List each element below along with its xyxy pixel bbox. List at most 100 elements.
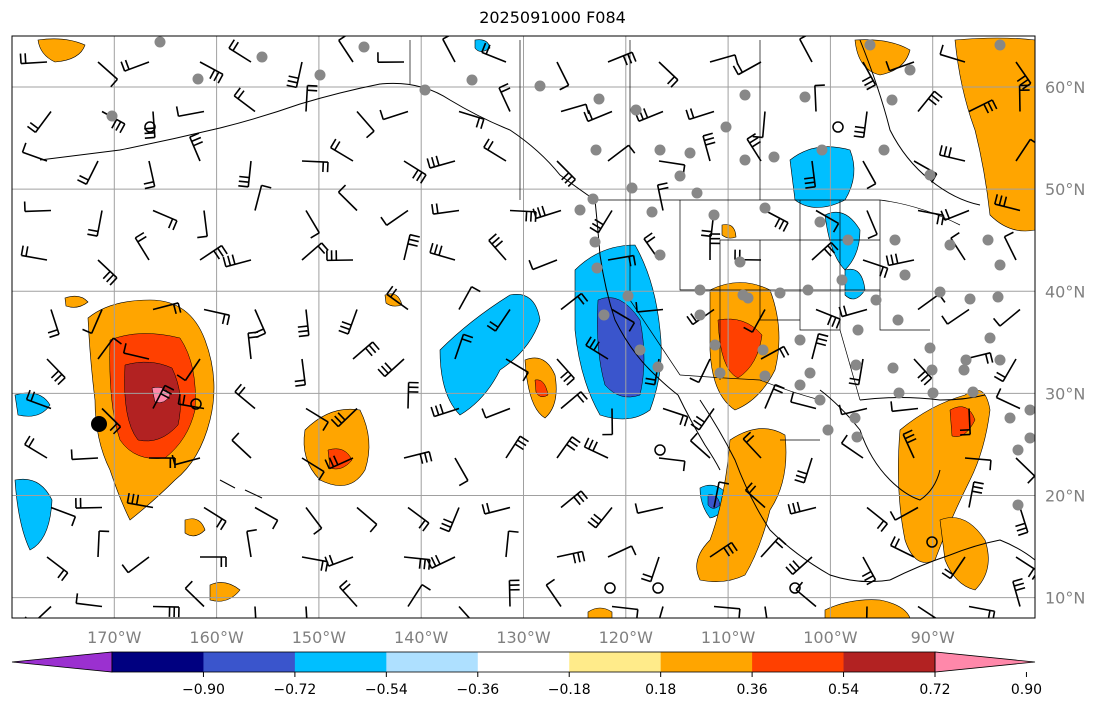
wind-barb: [764, 383, 785, 409]
station-dot: [794, 334, 806, 346]
wind-barb: [143, 160, 156, 190]
station-dot: [590, 144, 602, 156]
lon-tick-label: 150°W: [292, 628, 347, 647]
wind-barb: [488, 233, 507, 261]
station-dot: [984, 332, 996, 344]
wind-barb: [126, 492, 154, 509]
station-dot: [774, 287, 786, 299]
wind-barb: [940, 208, 970, 221]
contour-orange-hawaii: [303, 408, 370, 486]
colorbar-segment: [112, 652, 204, 672]
contour-orange-gulf: [898, 389, 991, 563]
wind-barb: [995, 388, 1021, 410]
station-dot: [926, 364, 938, 376]
coastline-hawaii-1: [219, 479, 236, 489]
wind-barb: [607, 51, 637, 66]
wind-barb: [658, 606, 664, 618]
station-dot: [849, 412, 861, 424]
wind-barb: [583, 110, 613, 123]
wind-barb: [337, 184, 358, 212]
station-dot: [1012, 444, 1024, 456]
wind-barb: [602, 408, 614, 436]
calm-markers: [144, 121, 938, 594]
station-dot: [958, 364, 970, 376]
wind-barb: [338, 36, 354, 63]
map-panel[interactable]: [11, 34, 1039, 633]
colorbar-tick-label: 0.54: [828, 682, 859, 698]
wind-barb: [442, 36, 456, 63]
wind-barb: [689, 358, 711, 384]
station-dot: [739, 89, 751, 101]
wind-barb: [917, 90, 943, 113]
latitude-ticks: 60°N 50°N 40°N 30°N 20°N 10°N: [1045, 78, 1085, 608]
wind-barb: [454, 333, 474, 360]
lat-tick-label: 10°N: [1045, 589, 1085, 608]
wind-barb: [560, 292, 589, 311]
station-dot: [314, 69, 326, 81]
wind-barb: [760, 345, 790, 360]
station-dot: [634, 344, 646, 356]
lon-tick-label: 170°W: [87, 628, 142, 647]
coastline-gulf: [819, 389, 941, 501]
wind-barb: [175, 106, 205, 118]
wind-barb: [732, 61, 762, 76]
wind-barb: [785, 556, 813, 575]
wind-barb: [356, 506, 378, 533]
colorbar-extend-high: [934, 651, 1036, 673]
wind-barb: [853, 111, 868, 139]
border-state-5: [799, 200, 861, 401]
station-dot: [684, 147, 696, 159]
wind-barb: [377, 358, 405, 378]
colorbar-tick-label: 0.36: [737, 682, 768, 698]
wind-barb: [246, 528, 257, 558]
contour-lightblue-north-1: [474, 39, 491, 52]
wind-barb: [587, 507, 613, 529]
wind-barb: [152, 605, 180, 618]
contour-orange-mexico: [696, 428, 787, 582]
station-dot: [630, 104, 642, 116]
colorbar: −0.90 −0.72 −0.54 −0.36 −0.18 0.18 0.36 0.54 0.7…: [11, 651, 1042, 698]
wind-barb: [87, 210, 103, 237]
wind-barb: [386, 285, 409, 311]
wind-barb: [583, 437, 609, 459]
wind-barb: [481, 407, 511, 419]
wind-barb: [222, 254, 252, 268]
station-dot: [626, 182, 638, 194]
wind-barb: [787, 501, 817, 515]
contour-lightblue-plains-mid: [824, 211, 861, 271]
wind-barb: [690, 408, 715, 431]
station-dot: [574, 204, 586, 216]
wind-barb: [176, 358, 201, 382]
station-dot: [1012, 499, 1024, 511]
wind-barb: [861, 556, 877, 586]
contour-orange-east-canada: [954, 37, 1035, 232]
wind-barb: [764, 606, 768, 618]
wind-barb: [885, 61, 915, 72]
wind-barb: [964, 457, 992, 471]
wind-barb: [426, 155, 456, 169]
wind-barb: [917, 605, 937, 618]
station-dot: [709, 339, 721, 351]
contour-lightblue-west-edge: [14, 478, 53, 551]
wind-barb: [50, 506, 77, 527]
wind-barb: [305, 84, 318, 112]
wind-barb: [607, 545, 637, 558]
station-dot: [794, 379, 806, 391]
wind-barb: [25, 389, 52, 410]
wind-barb: [635, 301, 664, 313]
wind-barb: [82, 309, 103, 335]
wind-barb: [254, 606, 257, 618]
wind-barb: [1015, 556, 1035, 580]
wind-barb: [486, 309, 511, 332]
colorbar-tick-label: −0.18: [548, 682, 591, 698]
station-dot: [192, 73, 204, 85]
wind-barb: [254, 184, 272, 211]
wind-barb: [866, 506, 888, 533]
wind-barb: [171, 454, 201, 466]
wind-barb: [992, 308, 1021, 327]
contour-orange-small-7: [721, 224, 737, 239]
station-dot: [927, 387, 939, 399]
wind-barb: [866, 210, 878, 240]
wind-barb: [742, 431, 762, 459]
